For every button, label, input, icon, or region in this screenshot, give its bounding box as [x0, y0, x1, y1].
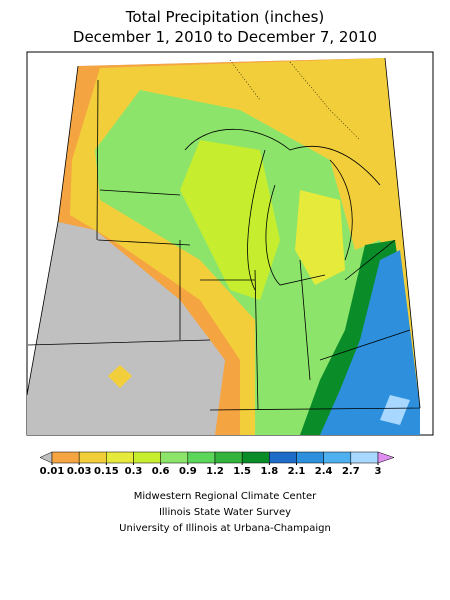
lake-shore — [184, 128, 381, 186]
colorbar-label: 3 — [375, 466, 382, 477]
colorbar-label: 2.7 — [342, 466, 360, 477]
colorbar-label: 0.9 — [179, 466, 197, 477]
colorbar-high — [377, 451, 395, 464]
zone-spot — [108, 365, 132, 388]
colorbar-low — [39, 451, 53, 464]
colorbar-box — [214, 451, 243, 464]
colorbar-box — [241, 451, 270, 464]
map — [26, 51, 434, 436]
credit: University of Illinois at Urbana-Champai… — [119, 523, 331, 534]
colorbar-box — [187, 451, 216, 464]
colorbar-box — [323, 451, 352, 464]
zone-yellow2 — [295, 190, 345, 285]
colorbar-label: 2.4 — [315, 466, 333, 477]
zone-yg — [180, 140, 280, 300]
colorbar: 0.01 0.03 0.15 0.3 0.6 0.9 1.2 1.5 1.8 2.1 2.4 2.7 3 — [39, 451, 395, 477]
colorbar-box — [350, 451, 379, 464]
zone-ltblue — [380, 395, 410, 425]
credit: Midwestern Regional Climate Center — [134, 491, 317, 502]
colorbar-label: 0.15 — [94, 466, 119, 477]
colorbar-label: 2.1 — [288, 466, 306, 477]
credit: Illinois State Water Survey — [159, 507, 291, 518]
subtitle: December 1, 2010 to December 7, 2010 — [73, 28, 377, 46]
dotted-lines — [229, 59, 361, 141]
colorbar-box — [269, 451, 297, 464]
colorbar-box — [106, 451, 134, 464]
colorbar-label: 1.2 — [206, 466, 224, 477]
colorbar-box — [296, 451, 324, 464]
colorbar-label: 0.01 — [40, 466, 65, 477]
colorbar-label: 0.03 — [67, 466, 92, 477]
title: Total Precipitation (inches) — [125, 8, 325, 26]
colorbar-label: 0.6 — [152, 466, 170, 477]
colorbar-box — [133, 451, 161, 464]
borders — [26, 57, 421, 411]
colorbar-label: 1.5 — [233, 466, 251, 477]
colorbar-box — [51, 451, 80, 464]
colorbar-label: 1.8 — [260, 466, 278, 477]
colorbar-box — [78, 451, 107, 464]
zone-blue — [320, 250, 420, 435]
colorbar-box — [160, 451, 189, 464]
colorbar-label: 0.3 — [125, 466, 143, 477]
